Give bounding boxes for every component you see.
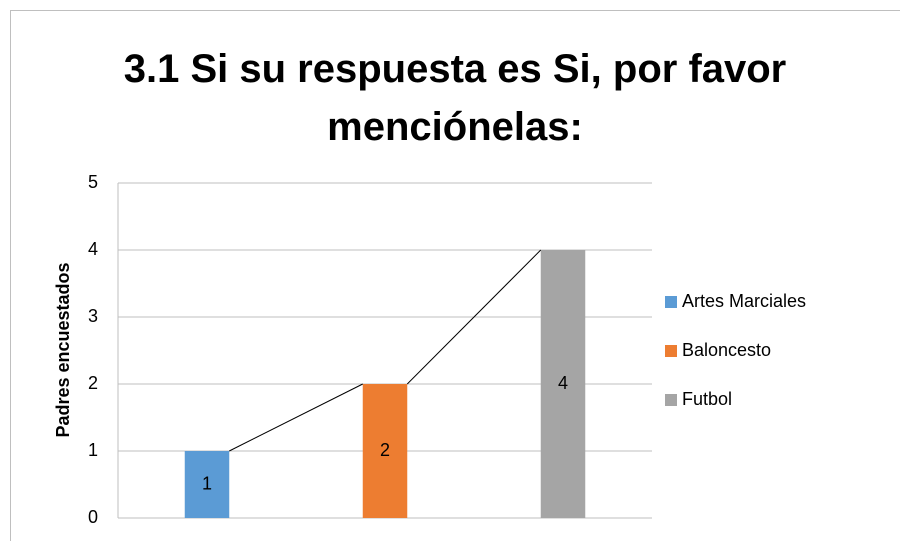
data-label: 1	[202, 473, 212, 493]
legend-label: Futbol	[682, 389, 732, 409]
bar	[362, 384, 408, 518]
data-label: 4	[558, 373, 568, 393]
legend-swatch	[665, 345, 677, 357]
bar	[540, 250, 586, 518]
legend-label: Artes Marciales	[682, 291, 806, 311]
y-tick-label: 1	[88, 440, 98, 460]
chart-border	[10, 10, 900, 541]
y-tick-label: 3	[88, 306, 98, 326]
y-axis-label: Padres encuestados	[53, 262, 73, 437]
series-line	[406, 249, 542, 385]
data-label: 2	[380, 440, 390, 460]
y-tick-label: 2	[88, 373, 98, 393]
y-tick-label: 5	[88, 172, 98, 192]
legend-label: Baloncesto	[682, 340, 771, 360]
chart-title: 3.1 Si su respuesta es Si, por favor men…	[123, 47, 787, 149]
legend-swatch	[665, 296, 677, 308]
legend-swatch	[665, 394, 677, 406]
bar	[184, 451, 230, 518]
series-line	[229, 383, 363, 452]
y-tick-label: 4	[88, 239, 98, 259]
y-tick-label: 0	[88, 507, 98, 527]
